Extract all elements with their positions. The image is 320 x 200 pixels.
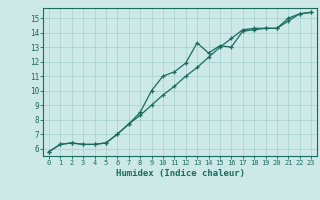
X-axis label: Humidex (Indice chaleur): Humidex (Indice chaleur) <box>116 169 244 178</box>
